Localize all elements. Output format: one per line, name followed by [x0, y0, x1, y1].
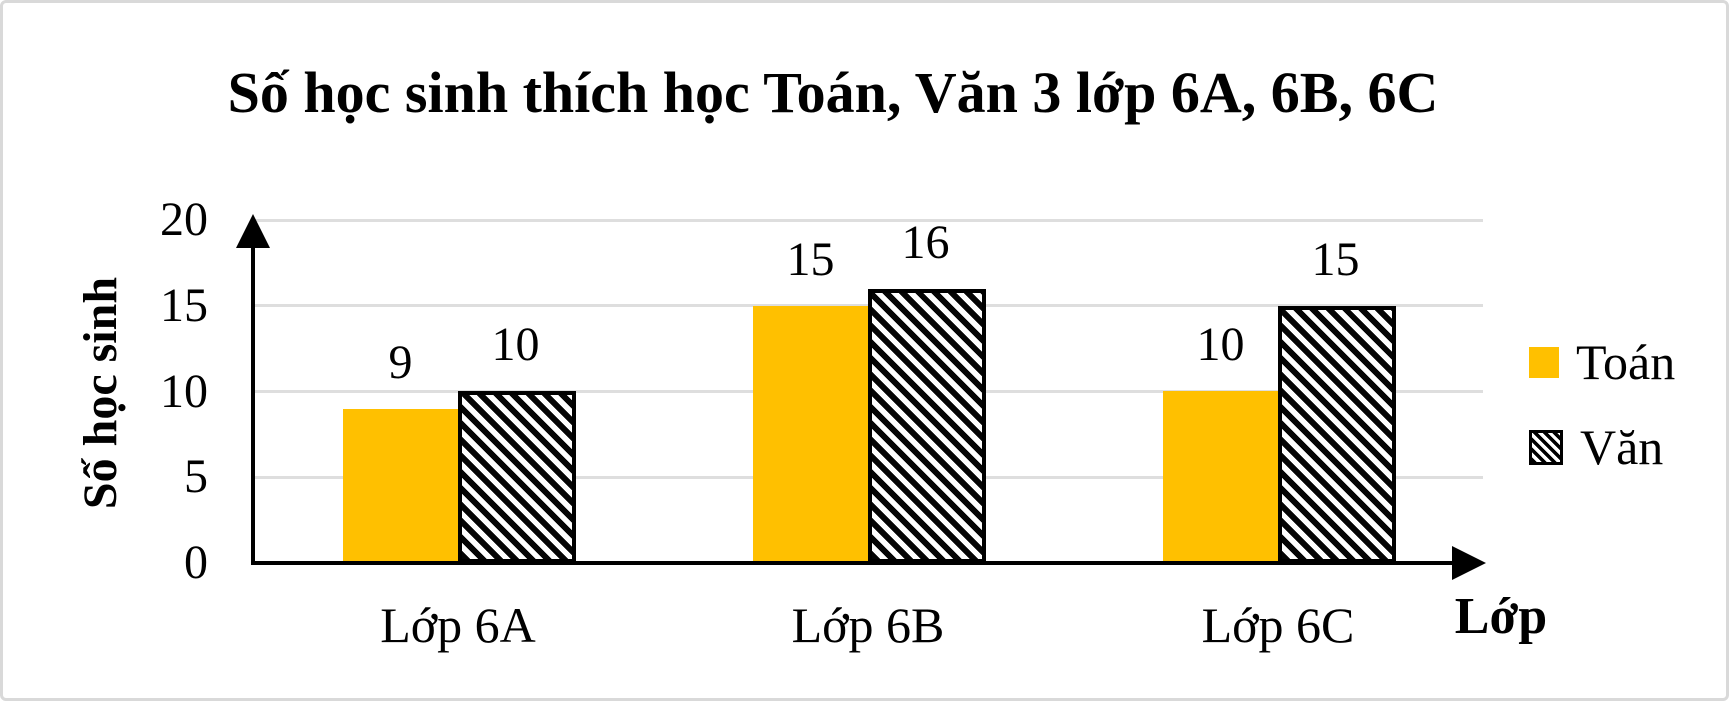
legend-swatch-van-icon [1529, 429, 1563, 465]
gridline [253, 218, 1483, 222]
legend-label-van: Văn [1580, 419, 1664, 475]
y-tick-label: 20 [160, 193, 208, 246]
legend-item-toan: Toán [1529, 335, 1675, 389]
legend: Toán Văn [1529, 335, 1675, 505]
bar-van-3 [1278, 306, 1396, 563]
y-tick-label: 0 [184, 536, 208, 589]
bar-value-label: 15 [1311, 233, 1360, 286]
bar-van-2 [868, 289, 986, 563]
bar-value-label: 16 [901, 216, 950, 269]
y-tick-label: 15 [160, 278, 208, 332]
y-tick-label: 5 [184, 450, 208, 504]
y-axis-line [251, 241, 255, 565]
y-tick-label: 10 [160, 364, 208, 418]
bar-value-label: 15 [786, 233, 835, 286]
chart-title: Số học sinh thích học Toán, Văn 3 lớp 6A… [227, 60, 1439, 125]
x-axis-line [251, 561, 1455, 565]
bar-van-1 [458, 391, 576, 563]
x-axis-arrow-icon [1452, 546, 1486, 580]
x-tick-label-1: Lớp 6A [380, 597, 536, 653]
bar-value-label: 9 [388, 336, 413, 389]
bar-value-label: 10 [491, 318, 540, 371]
legend-item-van: Văn [1529, 420, 1675, 474]
y-axis-arrow-icon [236, 214, 270, 248]
bar-value-label: 10 [1196, 318, 1245, 371]
legend-swatch-toan-icon [1529, 346, 1559, 378]
bar-toan-2 [753, 306, 868, 563]
x-tick-label-2: Lớp 6B [791, 597, 945, 653]
bar-toan-3 [1163, 391, 1278, 563]
x-tick-label-3: Lớp 6C [1201, 597, 1355, 653]
legend-label-toan: Toán [1576, 334, 1676, 390]
bar-toan-1 [343, 409, 458, 563]
x-axis-title: Lớp [1454, 588, 1548, 645]
